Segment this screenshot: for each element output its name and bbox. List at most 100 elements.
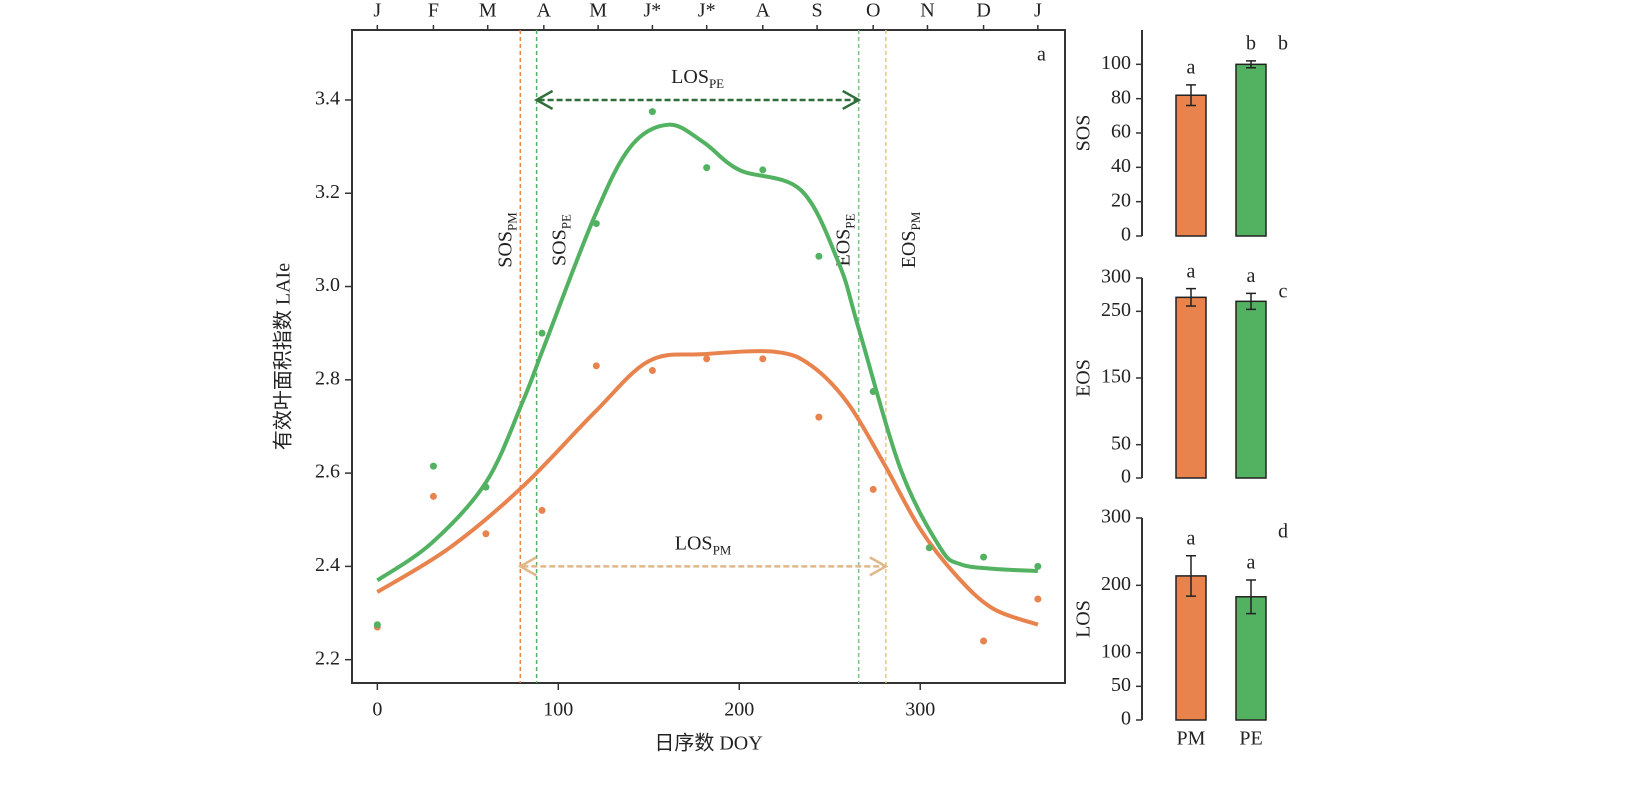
top-tick-label: M	[589, 0, 607, 22]
phenology-label-main: SOS	[548, 229, 570, 266]
error-bar	[1186, 84, 1196, 107]
y-tick-label: 100	[1101, 640, 1131, 662]
y-tick-label: 80	[1111, 86, 1131, 108]
plot-frame	[351, 29, 1066, 684]
error-bar	[1186, 287, 1196, 307]
data-point	[980, 553, 988, 561]
y-axis-label: 有效叶面积指数 LAIe	[272, 263, 295, 450]
top-tick-label: S	[812, 0, 823, 22]
y-tick-label: 200	[1101, 573, 1131, 595]
phenology-label-sub: PE	[559, 214, 574, 229]
y-axis-label: SOS	[1073, 115, 1095, 152]
y-tick-label: 50	[1111, 432, 1131, 454]
top-tick-label: M	[479, 0, 497, 22]
span-label-main: LOS	[671, 66, 709, 88]
data-point	[648, 366, 656, 374]
phenology-label: EOSPM	[897, 211, 923, 268]
data-point	[482, 530, 490, 538]
span-label-sub: PE	[709, 76, 724, 91]
data-point	[429, 492, 437, 500]
y-tick-label: 0	[1121, 708, 1131, 730]
y-tick-label: 2.6	[315, 461, 340, 483]
data-point	[592, 362, 600, 370]
top-tick-label: J	[373, 0, 381, 22]
significance-letter: a	[1187, 57, 1196, 79]
significance-letter: a	[1187, 260, 1196, 282]
x-tick-label: 100	[543, 699, 573, 721]
bar	[1175, 575, 1207, 721]
significance-letter: b	[1246, 32, 1256, 54]
y-tick-label: 40	[1111, 155, 1131, 177]
phenology-label-sub: PM	[908, 211, 923, 230]
phenology-label-sub: PM	[505, 212, 520, 231]
y-tick-label: 250	[1101, 299, 1131, 321]
x-tick-label: 200	[724, 699, 754, 721]
span-label-sub: PM	[713, 543, 732, 558]
data-point	[759, 355, 767, 363]
error-bar	[1246, 579, 1256, 615]
fit-curve	[376, 349, 1039, 627]
arrow-head	[517, 556, 537, 577]
bar	[1175, 94, 1207, 237]
y-tick-label: 2.8	[315, 367, 340, 389]
data-point	[373, 621, 381, 629]
span-label: LOSPM	[675, 532, 732, 558]
span-label: LOSPE	[671, 66, 724, 92]
top-tick-label: J	[1034, 0, 1042, 22]
y-axis-label: LOS	[1073, 600, 1095, 638]
top-tick-label: O	[866, 0, 880, 22]
data-point	[648, 108, 656, 116]
y-tick-label: 3.0	[315, 274, 340, 296]
bar	[1235, 63, 1267, 237]
error-bar	[1246, 60, 1256, 69]
phenology-label-main: SOS	[494, 231, 516, 268]
x-tick-label: 300	[905, 699, 935, 721]
data-point	[482, 483, 490, 491]
bar	[1175, 296, 1207, 479]
panel-letter: d	[1278, 521, 1288, 543]
arrow-head	[869, 556, 889, 577]
data-point	[869, 387, 877, 395]
x-tick-label: 0	[372, 699, 382, 721]
y-tick-label: 2.4	[315, 554, 340, 576]
y-tick-label: 0	[1121, 466, 1131, 488]
y-tick-label: 150	[1101, 366, 1131, 388]
phenology-label-main: EOS	[832, 229, 854, 267]
panel-letter: a	[1037, 44, 1046, 66]
data-point	[815, 413, 823, 421]
data-point	[925, 544, 933, 552]
data-point	[1034, 595, 1042, 603]
y-tick-label: 3.4	[315, 88, 340, 110]
y-axis-label: EOS	[1073, 359, 1095, 397]
x-axis-label: 日序数 DOY	[654, 732, 762, 755]
span-label-main: LOS	[675, 532, 713, 554]
phenology-label-main: EOS	[897, 231, 919, 269]
top-tick-label: J*	[698, 0, 716, 22]
y-tick-label: 50	[1111, 674, 1131, 696]
data-point	[538, 506, 546, 514]
arrow-head	[842, 89, 862, 111]
top-tick-label: J*	[644, 0, 662, 22]
phenology-label: SOSPE	[548, 214, 574, 266]
y-tick-label: 300	[1101, 506, 1131, 528]
data-point	[429, 462, 437, 470]
significance-letter: a	[1247, 265, 1256, 287]
panel-letter: b	[1278, 33, 1288, 55]
top-tick-label: A	[537, 0, 552, 22]
fit-curve	[376, 122, 1038, 583]
y-tick-label: 100	[1101, 52, 1131, 74]
data-point	[538, 329, 546, 337]
x-tick-label: PM	[1177, 728, 1206, 750]
top-tick-label: A	[756, 0, 771, 22]
significance-letter: a	[1187, 527, 1196, 549]
bar	[1235, 300, 1267, 479]
y-tick-label: 300	[1101, 266, 1131, 288]
data-point	[815, 252, 823, 260]
data-point	[703, 355, 711, 363]
data-point	[703, 164, 711, 172]
data-point	[1034, 562, 1042, 570]
arrow-head	[534, 89, 554, 111]
y-tick-label: 0	[1121, 224, 1131, 246]
y-tick-label: 3.2	[315, 181, 340, 203]
